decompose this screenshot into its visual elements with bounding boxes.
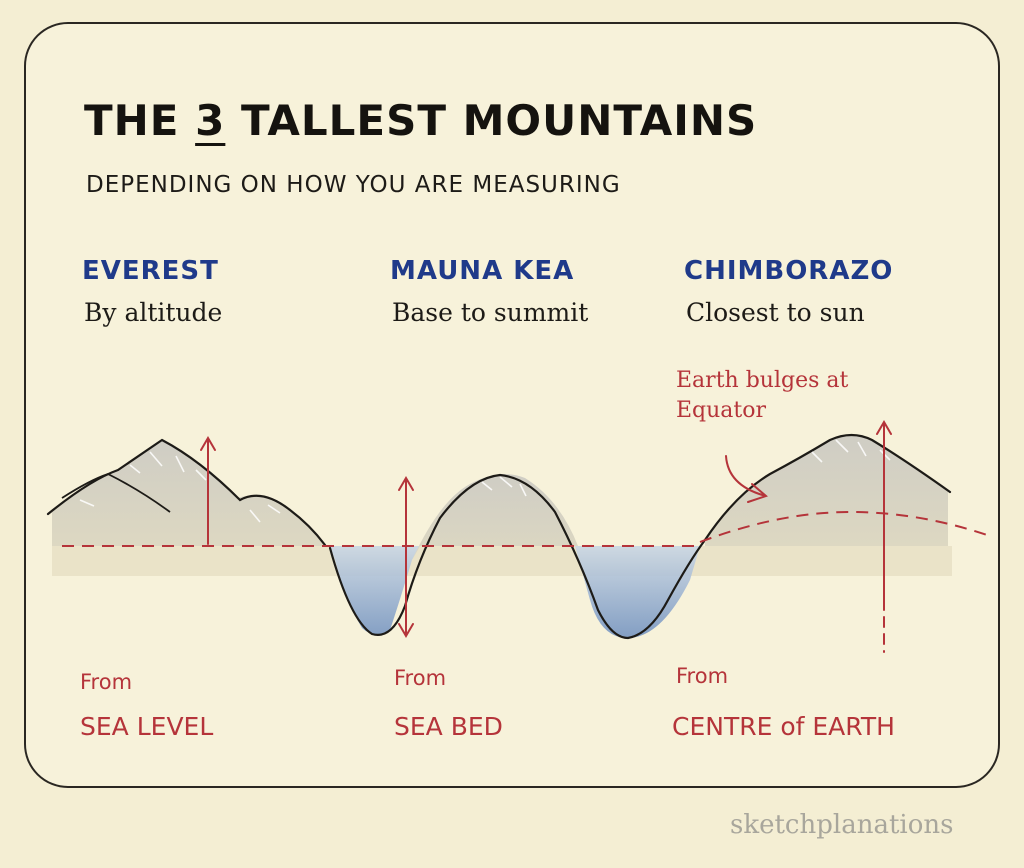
chimborazo-name: CHIMBORAZO bbox=[684, 256, 894, 286]
page-title: THE 3 TALLEST MOUNTAINS bbox=[84, 96, 758, 145]
bulge-annotation: Earth bulges at Equator bbox=[676, 368, 849, 423]
everest-ridge bbox=[61, 473, 171, 513]
everest-snow bbox=[79, 451, 281, 523]
page-subtitle: DEPENDING ON HOW YOU ARE MEASURING bbox=[86, 172, 621, 198]
mauna-kea-name: MAUNA KEA bbox=[390, 256, 575, 286]
chimborazo-mountain bbox=[705, 435, 948, 546]
mauna-kea-from-label: From bbox=[394, 666, 447, 690]
everest-from-label: From bbox=[80, 670, 133, 694]
everest-measure: By altitude bbox=[84, 298, 223, 327]
mauna-kea-height-arrow bbox=[398, 476, 414, 638]
everest-reference: SEA LEVEL bbox=[80, 712, 214, 741]
mauna-kea-snow bbox=[481, 476, 527, 497]
everest-height-arrow bbox=[200, 436, 216, 545]
chimborazo-height-arrow bbox=[876, 420, 892, 653]
chimborazo-outline bbox=[703, 433, 952, 542]
ocean-water bbox=[330, 546, 700, 639]
credit-signature: sketchplanations bbox=[730, 810, 954, 840]
chimborazo-snow bbox=[811, 439, 891, 463]
seabed-outline bbox=[328, 473, 707, 640]
mauna-kea-measure: Base to summit bbox=[392, 298, 589, 327]
chimborazo-from-label: From bbox=[676, 664, 729, 688]
title-number: 3 bbox=[195, 96, 226, 145]
chimborazo-measure: Closest to sun bbox=[686, 298, 865, 327]
frame-border bbox=[24, 22, 1000, 788]
chimborazo-reference: CENTRE of EARTH bbox=[672, 712, 895, 741]
equator-bulge-line bbox=[699, 510, 991, 543]
annotation-arrow bbox=[725, 455, 768, 503]
mauna-kea-mountain bbox=[412, 474, 578, 560]
everest-name: EVEREST bbox=[82, 256, 219, 286]
mauna-kea-reference: SEA BED bbox=[394, 712, 503, 741]
ground-shadow bbox=[52, 546, 952, 576]
